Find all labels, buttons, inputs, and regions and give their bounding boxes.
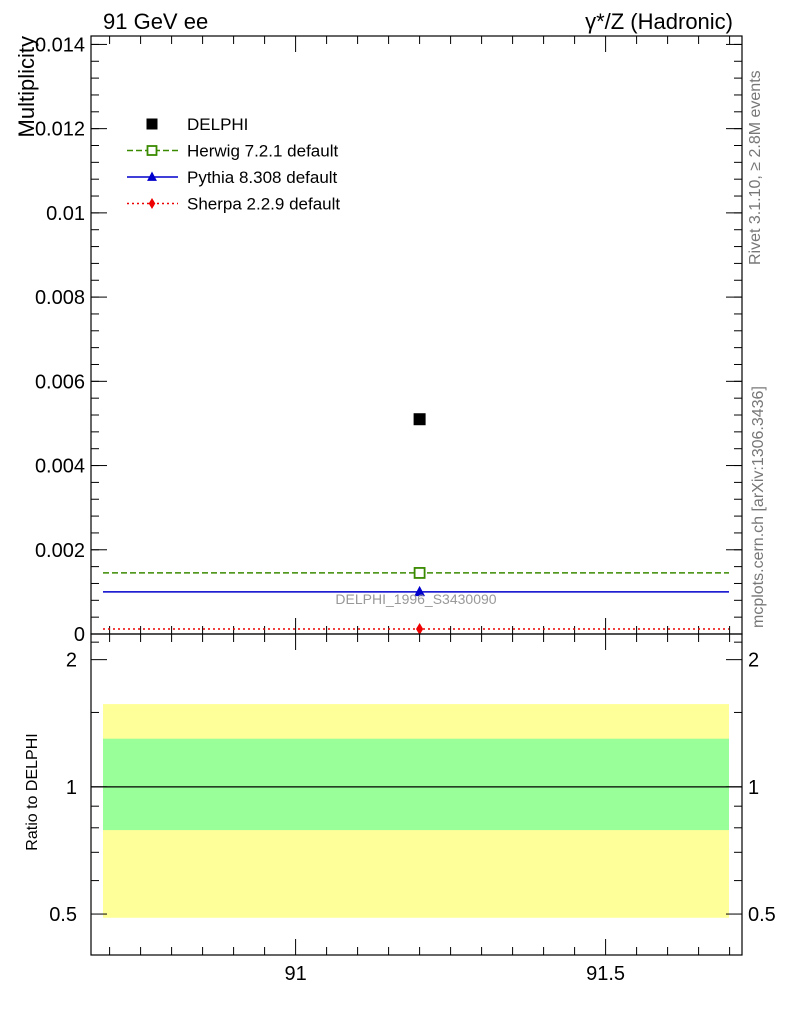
data-point-0: [413, 413, 426, 426]
legend: DELPHI Herwig 7.2.1 default Pythia 8.308 d…: [127, 115, 340, 214]
rivet-info: Rivet 3.1.10, ≥ 2.8M events: [747, 70, 764, 265]
ratio-y-tick-label: 0.5: [49, 904, 77, 926]
ratio-frame: [90, 633, 743, 956]
data-point-3: [416, 622, 424, 635]
ratio-y-tick-label: 2: [66, 650, 77, 672]
x-tick-label: 91: [284, 963, 306, 985]
header-left: 91 GeV ee: [103, 9, 208, 34]
data-point-1: [413, 567, 426, 579]
main-plot-panel: 0 0.002 0.004 0.006 0.008 0.01 0.012 0.014: [35, 34, 743, 646]
y-tick-label: 0.004: [35, 456, 85, 478]
ratio-y-tick-label: 1: [66, 777, 77, 799]
legend-label-0: DELPHI: [187, 115, 248, 134]
legend-label-3: Sherpa 2.2.9 default: [187, 195, 340, 214]
y-tick-label: 0.008: [35, 287, 85, 309]
ratio-band-1: [103, 738, 729, 831]
y-axis-title: Multiplicity: [14, 36, 39, 137]
legend-label-1: Herwig 7.2.1 default: [187, 142, 338, 161]
y-tick-label: 0: [74, 624, 85, 646]
legend-marker-1: [146, 145, 158, 156]
legend-marker-3: [148, 198, 156, 209]
mcplots-info: mcplots.cern.ch [arXiv:1306.3436]: [750, 386, 767, 628]
ratio-y-tick-label-right: 2: [748, 650, 759, 672]
ratio-y-tick-label-right: 0.5: [748, 904, 776, 926]
y-tick-label: 0.01: [46, 203, 85, 225]
y-tick-label: 0.012: [35, 119, 85, 141]
legend-marker-2: [147, 171, 157, 181]
ratio-y-axis-title: Ratio to DELPHI: [24, 733, 41, 850]
y-tick-label: 0.014: [35, 34, 85, 56]
y-tick-label: 0.002: [35, 540, 85, 562]
analysis-watermark: DELPHI_1996_S3430090: [335, 591, 496, 607]
legend-label-2: Pythia 8.308 default: [187, 168, 338, 187]
ratio-plot-panel: 0.5 0.5 1 1 2 2 91 91.5: [49, 633, 776, 985]
header-right: γ*/Z (Hadronic): [585, 9, 733, 34]
legend-marker-0: [146, 118, 158, 130]
ratio-y-tick-label-right: 1: [748, 777, 759, 799]
y-tick-label: 0.006: [35, 371, 85, 393]
x-tick-label: 91.5: [586, 963, 625, 985]
data-point-2: [414, 585, 425, 597]
